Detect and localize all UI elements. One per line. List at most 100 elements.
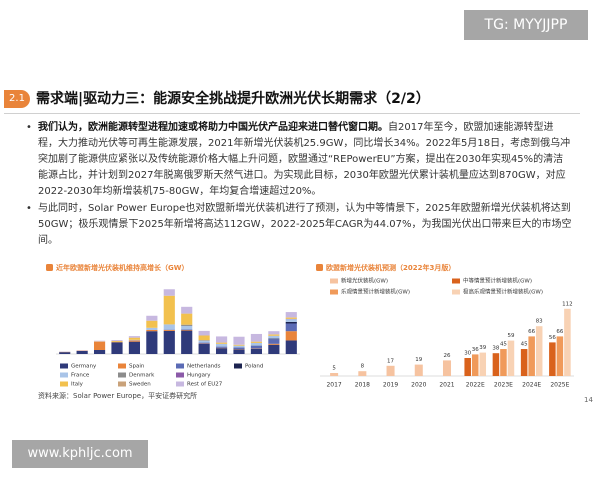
legend-label: Poland (245, 364, 263, 370)
bar-segment (181, 329, 193, 331)
bar-segment (285, 312, 297, 318)
data-label: 45 (521, 342, 528, 348)
bar-segment (128, 340, 141, 342)
bar (549, 342, 556, 376)
legend-swatch (330, 289, 338, 295)
watermark: TG: MYYJJPP (464, 10, 588, 40)
title-icon (316, 264, 323, 271)
bar-segment (215, 346, 228, 348)
legend-label: Denmark (129, 373, 155, 379)
bar-segment (215, 342, 228, 344)
bar-segment (93, 349, 106, 354)
chart-title: 近年欧盟新增光伏装机维持高增长（GW） (56, 263, 188, 272)
legend-swatch (234, 363, 242, 369)
bar-segment (93, 340, 106, 342)
x-tick-label: 2020 (411, 382, 426, 389)
bar (528, 336, 535, 376)
bar-segment (233, 344, 245, 346)
data-label: 17 (387, 358, 394, 364)
x-tick-label: 2019 (383, 382, 398, 389)
bar-segment (198, 340, 210, 343)
bar-segment (111, 342, 123, 354)
source-note: 资料来源：Solar Power Europe，平安证券研究所 (38, 392, 198, 400)
chart: 欧盟新增光伏装机预测（2022年3月版） 2017 5 2018 8 2019 17 2020… (316, 263, 574, 389)
bar-segment (146, 320, 158, 328)
legend-swatch (60, 363, 68, 369)
legend-swatch (118, 363, 126, 369)
data-label: 30 (464, 351, 471, 357)
legend-swatch (176, 381, 184, 387)
bar-segment (128, 341, 141, 354)
legend-label: 中等情景预计新增装机(GW) (463, 277, 532, 285)
bar (507, 340, 515, 376)
bar (556, 336, 564, 376)
legend-swatch (452, 289, 460, 295)
bar-segment (163, 295, 175, 325)
bar (535, 326, 543, 376)
watermark: www.kphljc.com (12, 440, 148, 468)
divider (4, 113, 580, 114)
bar-segment (198, 340, 210, 341)
bar-segment (215, 336, 228, 343)
bar-segment (233, 347, 245, 350)
bar-segment (163, 324, 175, 330)
bar-segment (250, 345, 263, 349)
bar-segment (215, 343, 228, 347)
bar (479, 352, 487, 376)
data-label: 83 (536, 319, 543, 325)
page-number: 14 (584, 396, 593, 404)
bar-segment (163, 329, 175, 331)
data-label: 5 (332, 366, 336, 372)
section-number: 2.1 (4, 90, 30, 108)
legend-label: Germany (71, 364, 97, 370)
bar-segment (163, 289, 175, 296)
bar-segment (268, 334, 280, 336)
slide-title: 需求端|驱动力三：能源安全挑战提升欧洲光伏长期需求（2/2） (36, 91, 430, 107)
bar-segment (285, 340, 297, 354)
bar (471, 354, 479, 376)
bullet-list: 我们认为，欧洲能源转型进程加速或将助力中国光伏产品迎来进口替代窗口期。自2017… (24, 120, 572, 250)
chart-title: 欧盟新增光伏装机预测（2022年3月版） (326, 263, 455, 272)
data-label: 45 (500, 342, 507, 348)
bar (564, 308, 571, 376)
data-label: 36 (472, 347, 479, 353)
bar-segment (285, 321, 297, 324)
bar-segment (268, 343, 280, 345)
bar-segment (250, 341, 263, 343)
legend-label: Spain (129, 364, 145, 370)
bar (500, 349, 507, 376)
legend-label: 乐观情景预计新增装机(GW) (341, 288, 410, 296)
data-label: 59 (507, 333, 514, 339)
bar-segment (93, 341, 106, 350)
bullet: 与此同时，Solar Power Europe也对欧盟新增光伏装机进行了预测，认… (24, 201, 572, 249)
legend-label: Rest of EU27 (187, 382, 223, 388)
bar-segment (181, 324, 193, 326)
bar-segment (163, 330, 175, 354)
bar-segment (285, 319, 297, 322)
legend-swatch (118, 381, 126, 387)
bar-segment (181, 313, 193, 325)
data-label: 8 (361, 364, 365, 370)
bar-segment (128, 336, 141, 338)
legend-swatch (176, 363, 184, 369)
bar-segment (181, 306, 193, 314)
legend-swatch (60, 372, 68, 378)
bar (492, 353, 500, 376)
title-icon (46, 264, 53, 271)
x-tick-label: 2018 (355, 382, 370, 389)
bullet-text: 自2017年至今，欧盟加速能源转型进程，大力推动光伏等可再生能源发展，2021年… (38, 122, 571, 197)
legend-label: 新增光伏装机(GW) (341, 277, 388, 285)
legend-swatch (60, 381, 68, 387)
bullet-lead: 我们认为，欧洲能源转型进程加速或将助力中国光伏产品迎来进口替代窗口期。 (38, 122, 388, 133)
bar-segment (250, 333, 263, 342)
bar (464, 358, 471, 376)
bar (386, 365, 395, 376)
legend-label: Netherlands (187, 364, 221, 370)
data-label: 66 (556, 329, 563, 335)
bar-segment (233, 345, 245, 348)
data-label: 26 (444, 353, 451, 359)
legend-label: Hungary (187, 373, 211, 379)
bar-segment (215, 348, 228, 354)
bar-segment (285, 331, 297, 341)
bar-segment (198, 342, 210, 344)
